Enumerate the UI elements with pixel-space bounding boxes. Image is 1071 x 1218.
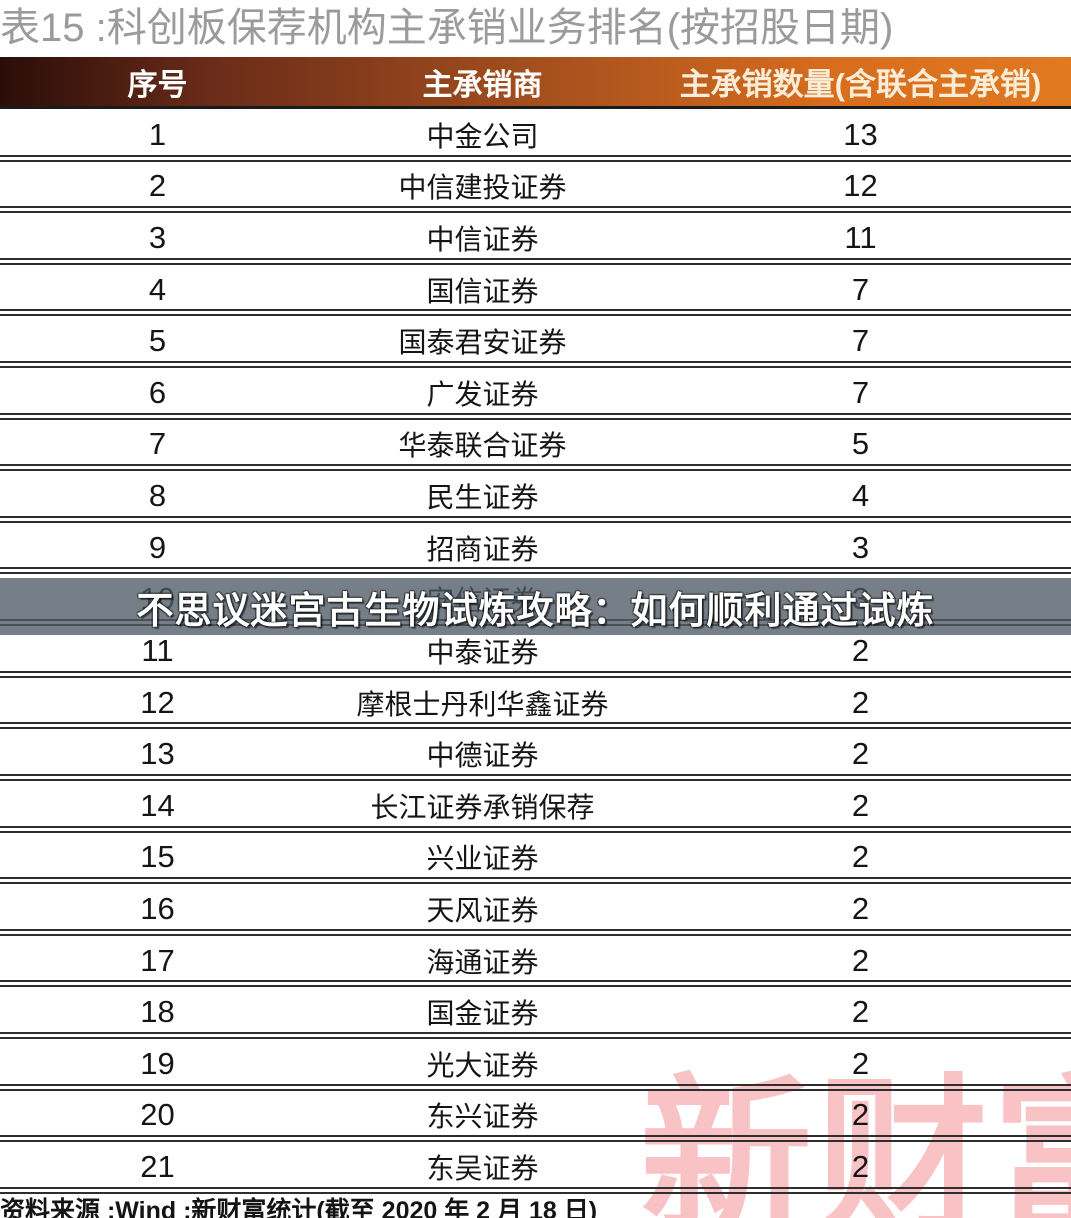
cell-rank: 12 bbox=[140, 684, 175, 720]
cell-underwriter: 华泰联合证券 bbox=[398, 430, 567, 462]
cell-underwriter: 广发证券 bbox=[426, 378, 539, 410]
cell-count: 2 bbox=[851, 736, 870, 772]
cell-count: 7 bbox=[851, 323, 870, 359]
cell-rank: 1 bbox=[148, 116, 167, 152]
cell-underwriter: 中德证券 bbox=[426, 740, 539, 772]
table-row: 1 中金公司 13 bbox=[0, 109, 1071, 162]
cell-count: 2 bbox=[851, 787, 870, 823]
cell-rank: 4 bbox=[148, 271, 167, 307]
cell-count: 2 bbox=[851, 684, 870, 720]
cell-underwriter: 长江证券承销保荐 bbox=[370, 791, 595, 823]
cell-rank: 3 bbox=[148, 220, 167, 256]
source-note: 资料来源 :Wind ;新财富统计(截至 2020 年 2 月 18 日) bbox=[0, 1197, 598, 1218]
cell-underwriter: 中金公司 bbox=[426, 120, 539, 152]
overlay-banner-text: 不思议迷宫古生物试炼攻略：如何顺利通过试炼 bbox=[136, 589, 935, 631]
table-row: 5 国泰君安证券 7 bbox=[0, 315, 1071, 368]
cell-rank: 21 bbox=[140, 1148, 175, 1184]
cell-rank: 14 bbox=[140, 787, 175, 823]
cell-rank: 11 bbox=[141, 632, 174, 668]
cell-count: 2 bbox=[851, 1097, 870, 1133]
cell-underwriter: 海通证券 bbox=[426, 946, 539, 978]
cell-underwriter: 招商证券 bbox=[426, 533, 539, 565]
cell-count: 2 bbox=[851, 1148, 870, 1184]
cell-underwriter: 摩根士丹利华鑫证券 bbox=[356, 688, 609, 720]
table-row: 6 广发证券 7 bbox=[0, 367, 1071, 420]
cell-rank: 5 bbox=[148, 323, 167, 359]
cell-underwriter: 兴业证券 bbox=[426, 843, 539, 875]
cell-count: 2 bbox=[851, 942, 870, 978]
cell-rank: 8 bbox=[148, 478, 167, 514]
cell-underwriter: 国信证券 bbox=[426, 275, 539, 307]
table-row: 20 东兴证券 2 bbox=[0, 1090, 1071, 1142]
cell-rank: 16 bbox=[140, 890, 175, 926]
cell-count: 7 bbox=[851, 374, 870, 410]
table-caption: 表15 :科创板保荐机构主承销业务排名(按招股日期) bbox=[0, 6, 894, 50]
cell-rank: 2 bbox=[148, 168, 167, 204]
cell-rank: 9 bbox=[148, 529, 167, 565]
table-row: 11 中泰证券 2 bbox=[0, 625, 1071, 678]
table-row: 21 东吴证券 2 bbox=[0, 1141, 1071, 1194]
table-row: 13 中德证券 2 bbox=[0, 728, 1071, 781]
cell-underwriter: 民生证券 bbox=[426, 482, 539, 514]
table-row: 15 兴业证券 2 bbox=[0, 832, 1071, 884]
cell-underwriter: 中信建投证券 bbox=[398, 172, 567, 204]
cell-count: 5 bbox=[851, 426, 870, 462]
cell-count: 4 bbox=[851, 478, 870, 514]
cell-rank: 6 bbox=[148, 374, 167, 410]
table-row: 18 国金证券 2 bbox=[0, 986, 1071, 1039]
cell-count: 2 bbox=[851, 994, 870, 1030]
cell-rank: 15 bbox=[140, 839, 175, 875]
column-header-underwriter: 主承销商 bbox=[422, 68, 543, 102]
cell-rank: 7 bbox=[148, 426, 167, 462]
cell-count: 7 bbox=[851, 271, 870, 307]
table-row: 19 光大证券 2 bbox=[0, 1038, 1071, 1091]
table-row: 4 国信证券 7 bbox=[0, 264, 1071, 317]
cell-underwriter: 天风证券 bbox=[426, 894, 539, 926]
cell-count: 2 bbox=[851, 839, 870, 875]
cell-underwriter: 中信证券 bbox=[426, 224, 539, 256]
cell-count: 13 bbox=[843, 116, 878, 152]
column-header-rank: 序号 bbox=[127, 68, 188, 102]
overlay-banner: 不思议迷宫古生物试炼攻略：如何顺利通过试炼 bbox=[0, 578, 1071, 635]
cell-underwriter: 国泰君安证券 bbox=[398, 327, 567, 359]
table-row: 8 民生证券 4 bbox=[0, 470, 1071, 523]
table-row: 3 中信证券 11 bbox=[0, 212, 1071, 265]
table-row: 7 华泰联合证券 5 bbox=[0, 419, 1071, 471]
table-row: 12 摩根士丹利华鑫证券 2 bbox=[0, 677, 1071, 729]
cell-rank: 17 bbox=[140, 942, 175, 978]
table-body: 1 中金公司 13 2 中信建投证券 12 3 中信证券 11 4 国信证券 7… bbox=[0, 109, 1071, 1194]
table-row: 14 长江证券承销保荐 2 bbox=[0, 780, 1071, 833]
brand-watermark: 新财富 bbox=[640, 1056, 1071, 1218]
table-row: 17 海通证券 2 bbox=[0, 935, 1071, 987]
table-header-row: 序号 主承销商 主承销数量(含联合主承销) bbox=[0, 57, 1071, 109]
cell-count: 2 bbox=[851, 890, 870, 926]
cell-count: 2 bbox=[851, 1045, 870, 1081]
cell-underwriter: 东吴证券 bbox=[426, 1152, 539, 1184]
cell-rank: 20 bbox=[140, 1097, 175, 1133]
cell-underwriter: 东兴证券 bbox=[426, 1101, 539, 1133]
cell-count: 11 bbox=[844, 220, 877, 256]
table-row: 9 招商证券 3 bbox=[0, 522, 1071, 575]
table-row: 2 中信建投证券 12 bbox=[0, 161, 1071, 213]
cell-count: 3 bbox=[851, 529, 870, 565]
cell-rank: 13 bbox=[140, 736, 175, 772]
cell-underwriter: 中泰证券 bbox=[426, 636, 539, 668]
column-header-count: 主承销数量(含联合主承销) bbox=[679, 67, 1042, 102]
cell-count: 12 bbox=[843, 168, 878, 204]
cell-rank: 19 bbox=[140, 1045, 175, 1081]
cell-count: 2 bbox=[851, 632, 870, 668]
cell-rank: 18 bbox=[140, 994, 175, 1030]
table-row: 16 天风证券 2 bbox=[0, 883, 1071, 936]
cell-underwriter: 国金证券 bbox=[426, 998, 539, 1030]
cell-underwriter: 光大证券 bbox=[426, 1049, 539, 1081]
